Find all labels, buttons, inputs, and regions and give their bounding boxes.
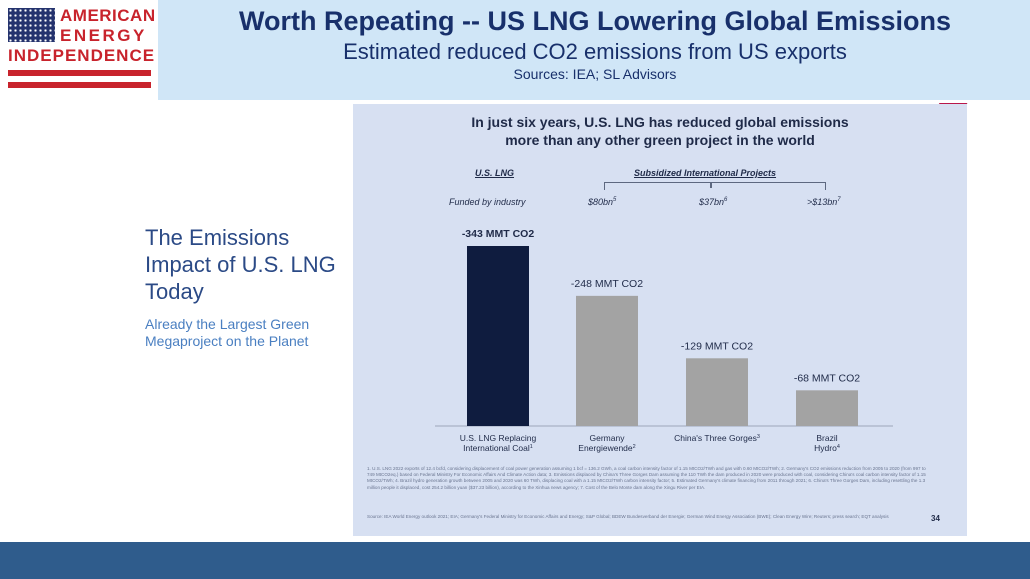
slide-page-number: 34	[931, 514, 940, 523]
category-label: International Coal1	[463, 443, 533, 453]
slide-headline-line-1: In just six years, U.S. LNG has reduced …	[471, 114, 849, 130]
funding-china: $37bn6	[699, 197, 727, 207]
column-heading-international: Subsidized International Projects	[634, 168, 777, 178]
header-band: AMERICAN ENERGY INDEPENDENCE Worth Repea…	[0, 0, 1030, 100]
section-title: The Emissions Impact of U.S. LNG Today	[145, 225, 336, 304]
category-note: 3	[757, 434, 760, 440]
funding-note: 5	[613, 197, 617, 203]
data-label: -343 MMT CO2	[462, 228, 535, 240]
page-title: Worth Repeating -- US LNG Lowering Globa…	[238, 6, 952, 36]
category-note: 2	[633, 444, 636, 450]
flag-icon	[8, 8, 55, 42]
bracket	[604, 182, 826, 190]
bar	[467, 246, 529, 426]
funding-value: >$13bn	[807, 197, 838, 207]
bracket-tick	[710, 182, 712, 188]
logo-line-1: AMERICAN	[60, 6, 156, 25]
category-label: China's Three Gorges3	[674, 433, 760, 443]
category-label: Germany	[590, 433, 626, 443]
section-subtitle: Already the Largest Green Megaproject on…	[145, 316, 310, 349]
footer-band	[0, 542, 1030, 579]
category-label: Energiewende2	[578, 443, 635, 453]
category-note: 1	[530, 444, 533, 450]
slide-headline-line-2: more than any other green project in the…	[505, 132, 815, 148]
funding-brazil: >$13bn7	[807, 197, 841, 207]
category-label: Brazil	[816, 433, 837, 443]
category-label: U.S. LNG Replacing	[460, 433, 537, 443]
footnotes: 1. U.S. LNG 2022 exports of 12.4 bcfd, c…	[367, 466, 926, 490]
funding-value: $37bn	[699, 197, 725, 207]
funding-value: $80bn	[588, 197, 614, 207]
funding-note: 6	[724, 197, 728, 203]
category-label: Hydro4	[814, 443, 840, 453]
slide-headline: In just six years, U.S. LNG has reduced …	[353, 113, 967, 149]
category-note: 4	[837, 444, 840, 450]
funding-germany: $80bn5	[588, 197, 616, 207]
data-label: -68 MMT CO2	[794, 372, 860, 384]
logo-stripe	[8, 82, 151, 88]
logo: AMERICAN ENERGY INDEPENDENCE	[0, 0, 158, 100]
bar	[576, 295, 638, 426]
logo-line-2: ENERGY	[60, 26, 147, 45]
chart-source: Source: IEA World Energy outlook 2021; E…	[367, 514, 889, 519]
page-subtitle: Estimated reduced CO2 emissions from US …	[343, 39, 847, 64]
data-label: -129 MMT CO2	[681, 340, 753, 352]
slide-image: In just six years, U.S. LNG has reduced …	[353, 104, 967, 536]
bar-chart: -343 MMT CO2 U.S. LNG ReplacingInternatio…	[435, 228, 893, 453]
column-heading-lng: U.S. LNG	[475, 168, 515, 178]
bar	[796, 390, 858, 426]
data-label: -248 MMT CO2	[571, 278, 643, 290]
funding-label: Funded by industry	[449, 197, 526, 207]
funding-note: 7	[837, 197, 841, 203]
bar	[686, 358, 748, 426]
logo-line-3: INDEPENDENCE	[8, 46, 156, 65]
logo-stripe	[8, 70, 151, 76]
page-sources: Sources: IEA; SL Advisors	[513, 66, 677, 82]
